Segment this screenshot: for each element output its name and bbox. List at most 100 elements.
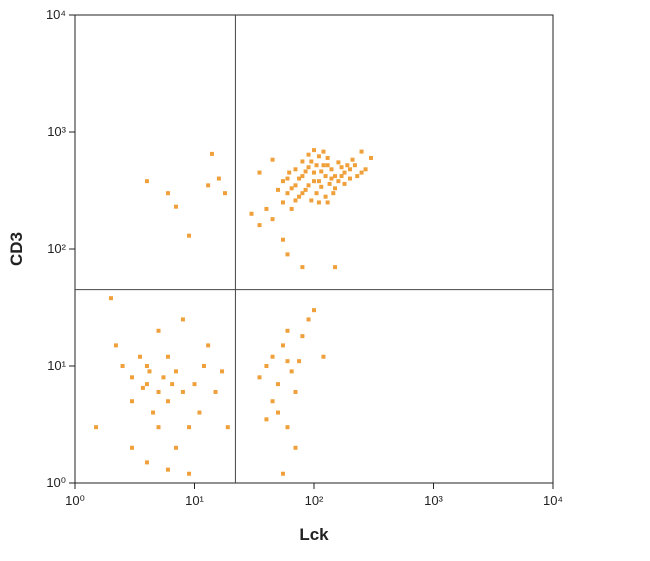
- data-point: [130, 375, 135, 380]
- data-point: [333, 174, 338, 179]
- y-tick-label: 10⁴: [46, 7, 66, 22]
- data-point: [300, 265, 305, 270]
- data-point: [297, 359, 302, 364]
- data-point: [180, 389, 185, 394]
- data-point: [345, 163, 350, 168]
- data-point: [303, 187, 308, 192]
- data-point: [329, 167, 334, 172]
- data-point: [314, 163, 319, 168]
- data-point: [339, 165, 344, 170]
- data-point: [323, 174, 328, 179]
- data-point: [293, 198, 298, 203]
- data-point: [342, 170, 347, 175]
- data-point: [264, 417, 269, 422]
- data-point: [108, 296, 113, 301]
- data-point: [325, 155, 330, 160]
- data-point: [156, 425, 161, 430]
- data-point: [329, 176, 334, 181]
- data-point: [180, 317, 185, 322]
- data-point: [165, 399, 170, 404]
- data-point: [264, 206, 269, 211]
- data-point: [285, 176, 290, 181]
- data-point: [339, 174, 344, 179]
- data-point: [173, 369, 178, 374]
- data-point: [223, 191, 228, 196]
- data-point: [347, 176, 352, 181]
- data-point: [369, 155, 374, 160]
- y-axis-label: CD3: [7, 232, 26, 266]
- data-point: [280, 179, 285, 184]
- data-point: [192, 382, 197, 387]
- data-point: [312, 170, 316, 175]
- data-point: [316, 179, 321, 184]
- data-point: [303, 169, 308, 174]
- data-point: [165, 467, 170, 472]
- data-point: [336, 179, 341, 184]
- data-point: [359, 170, 364, 175]
- data-point: [321, 149, 326, 154]
- data-point: [270, 217, 275, 222]
- y-tick-label: 10³: [47, 124, 66, 139]
- x-tick-label: 10⁴: [543, 493, 563, 508]
- data-point: [287, 170, 292, 175]
- data-point: [225, 425, 230, 430]
- data-point: [333, 186, 338, 191]
- data-point: [187, 471, 192, 476]
- data-point: [94, 425, 99, 430]
- data-point: [306, 165, 311, 170]
- data-point: [297, 176, 302, 181]
- x-tick-label: 10³: [424, 493, 443, 508]
- data-point: [312, 308, 316, 313]
- data-point: [187, 425, 192, 430]
- data-point: [165, 354, 170, 359]
- y-tick-label: 10¹: [47, 358, 66, 373]
- data-point: [249, 211, 254, 216]
- data-point: [300, 174, 305, 179]
- data-point: [319, 169, 324, 174]
- data-point: [144, 364, 149, 368]
- data-point: [113, 343, 118, 348]
- data-point: [144, 460, 149, 465]
- data-point: [327, 181, 332, 186]
- data-point: [173, 204, 178, 209]
- data-point: [220, 369, 225, 374]
- data-point: [197, 410, 202, 415]
- data-point: [130, 445, 135, 450]
- x-tick-label: 10²: [305, 493, 324, 508]
- data-point: [187, 233, 192, 238]
- data-point: [280, 343, 285, 348]
- data-point: [280, 471, 285, 476]
- data-point: [314, 191, 319, 196]
- data-point: [276, 382, 281, 387]
- data-point: [216, 176, 221, 181]
- data-point: [209, 151, 214, 156]
- data-point: [336, 160, 341, 165]
- data-point: [165, 191, 170, 196]
- data-point: [270, 157, 275, 162]
- data-point: [309, 198, 314, 203]
- data-point: [285, 252, 290, 257]
- data-point: [289, 186, 294, 191]
- data-point: [276, 187, 281, 192]
- data-point: [312, 179, 316, 184]
- data-point: [363, 167, 368, 172]
- data-point: [309, 159, 314, 164]
- data-point: [300, 334, 305, 339]
- data-point: [323, 194, 328, 199]
- data-point: [213, 389, 218, 394]
- data-point: [144, 179, 149, 184]
- data-point: [257, 223, 262, 228]
- data-point: [333, 265, 338, 270]
- data-point: [140, 385, 145, 390]
- data-point: [138, 354, 143, 359]
- data-point: [156, 328, 161, 333]
- x-tick-label: 10⁰: [65, 493, 85, 508]
- data-point: [350, 157, 355, 162]
- data-point: [285, 425, 290, 430]
- data-point: [173, 445, 178, 450]
- plot-frame: [74, 14, 554, 484]
- data-point: [297, 194, 302, 199]
- data-point: [285, 359, 290, 364]
- data-point: [270, 354, 275, 359]
